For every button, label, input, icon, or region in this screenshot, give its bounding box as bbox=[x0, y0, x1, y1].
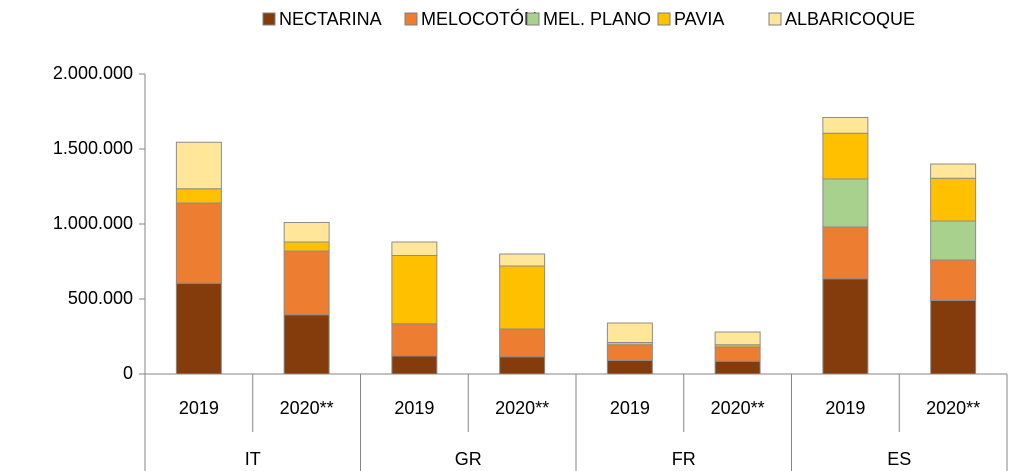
x-tick-label: 2020** bbox=[495, 398, 549, 418]
x-tick-label: 2020** bbox=[711, 398, 765, 418]
bar-segment bbox=[283, 250, 330, 316]
x-tick-label: 2019 bbox=[610, 398, 650, 418]
bar-segment bbox=[606, 322, 653, 343]
legend-label: NECTARINA bbox=[279, 9, 382, 29]
group-label: ES bbox=[887, 449, 911, 469]
y-tick-label: 1.000.000 bbox=[53, 213, 133, 233]
x-tick-label: 2020** bbox=[280, 398, 334, 418]
legend-label: PAVIA bbox=[674, 9, 724, 29]
bar-segment bbox=[930, 163, 977, 179]
bar-segment bbox=[822, 178, 869, 228]
x-tick-label: 2019 bbox=[179, 398, 219, 418]
bar-segment bbox=[822, 226, 869, 280]
y-tick-label: 2.000.000 bbox=[53, 63, 133, 83]
bar-segment bbox=[391, 241, 438, 256]
bar-segment bbox=[606, 360, 653, 375]
group-label: FR bbox=[672, 449, 696, 469]
group-label: IT bbox=[245, 449, 261, 469]
bar-segment bbox=[930, 259, 977, 301]
bar-segment bbox=[391, 323, 438, 357]
legend-label: ALBARICOQUE bbox=[785, 9, 915, 29]
bar-segment bbox=[930, 220, 977, 261]
bar-segment bbox=[283, 314, 330, 375]
bar-segment bbox=[391, 355, 438, 375]
y-tick-label: 500.000 bbox=[68, 288, 133, 308]
bar-segment bbox=[175, 141, 222, 190]
bar-segment bbox=[499, 253, 546, 267]
bar-segment bbox=[175, 202, 222, 284]
bar-segment bbox=[499, 265, 546, 330]
bar-segment bbox=[175, 282, 222, 375]
y-tick-label: 1.500.000 bbox=[53, 138, 133, 158]
bar-segment bbox=[283, 222, 330, 243]
bar-segment bbox=[175, 188, 222, 204]
legend-swatch bbox=[262, 12, 276, 26]
y-tick-label: 0 bbox=[123, 363, 133, 383]
bar-segment bbox=[391, 255, 438, 325]
legend-swatch bbox=[657, 12, 671, 26]
legend-swatch bbox=[404, 12, 418, 26]
legend-label: MELOCOTÓN bbox=[421, 8, 537, 29]
bar-segment bbox=[499, 328, 546, 358]
bar-segment bbox=[499, 356, 546, 375]
bar-segment bbox=[930, 177, 977, 222]
x-tick-label: 2019 bbox=[825, 398, 865, 418]
group-label: GR bbox=[455, 449, 482, 469]
legend-label: MEL. PLANO bbox=[543, 9, 651, 29]
bar-segment bbox=[822, 132, 869, 180]
x-tick-label: 2020** bbox=[926, 398, 980, 418]
x-tick-label: 2019 bbox=[394, 398, 434, 418]
bar-segment bbox=[606, 344, 653, 361]
legend-swatch bbox=[768, 12, 782, 26]
bar-segment bbox=[714, 360, 761, 375]
bar-segment bbox=[822, 278, 869, 375]
legend-swatch bbox=[526, 12, 540, 26]
bar-segment bbox=[714, 331, 761, 346]
bar-segment bbox=[283, 241, 330, 252]
bar-segment bbox=[930, 300, 977, 375]
bar-segment bbox=[822, 117, 869, 134]
bar-segment bbox=[714, 346, 761, 362]
